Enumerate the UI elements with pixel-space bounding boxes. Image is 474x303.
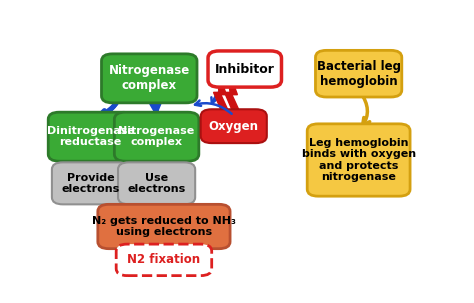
FancyBboxPatch shape xyxy=(307,124,410,196)
FancyBboxPatch shape xyxy=(114,112,199,161)
FancyBboxPatch shape xyxy=(98,204,230,249)
Polygon shape xyxy=(213,64,234,123)
Text: N₂ gets reduced to NH₃
using electrons: N₂ gets reduced to NH₃ using electrons xyxy=(92,216,236,237)
FancyBboxPatch shape xyxy=(101,54,197,103)
Text: Inhibitor: Inhibitor xyxy=(215,62,275,75)
Text: Leg hemoglobin
binds with oxygen
and protects
nitrogenase: Leg hemoglobin binds with oxygen and pro… xyxy=(301,138,416,182)
Text: N2 fixation: N2 fixation xyxy=(128,253,201,266)
Polygon shape xyxy=(225,64,245,123)
Text: Nitrogenase
complex: Nitrogenase complex xyxy=(109,64,190,92)
FancyBboxPatch shape xyxy=(201,109,267,143)
Text: Dinitrogenase
reductase: Dinitrogenase reductase xyxy=(46,126,135,148)
FancyBboxPatch shape xyxy=(48,112,133,161)
Text: Oxygen: Oxygen xyxy=(209,120,259,133)
FancyBboxPatch shape xyxy=(208,51,282,87)
FancyBboxPatch shape xyxy=(316,50,402,97)
Text: Use
electrons: Use electrons xyxy=(128,172,186,194)
FancyBboxPatch shape xyxy=(52,162,129,204)
Text: Nitrogenase
complex: Nitrogenase complex xyxy=(118,126,195,148)
Text: Provide
electrons: Provide electrons xyxy=(61,172,119,194)
Text: Bacterial leg
hemoglobin: Bacterial leg hemoglobin xyxy=(317,60,401,88)
FancyBboxPatch shape xyxy=(116,244,212,276)
FancyBboxPatch shape xyxy=(118,162,195,204)
